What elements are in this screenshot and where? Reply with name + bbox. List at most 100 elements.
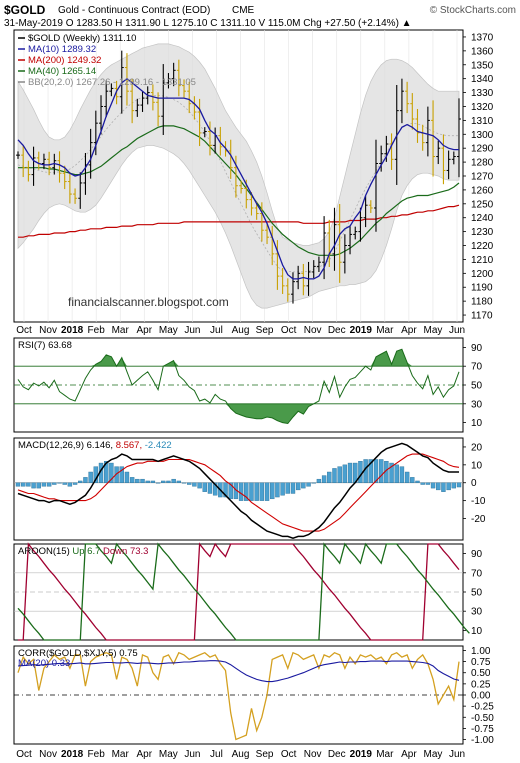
macd-histogram-bar (295, 482, 301, 491)
macd-histogram-bar (316, 478, 322, 483)
corr-legend-item: CORR($GOLD,$XJY,5) 0.75 (18, 648, 138, 659)
macd-histogram-bar (264, 482, 270, 501)
aroon-axis-tick-label: 70 (471, 568, 483, 579)
x-axis-top-label: Jun (449, 325, 465, 336)
macd-histogram-bar (238, 482, 244, 501)
x-axis-bottom-label: Jun (449, 749, 465, 760)
price-legend-item: MA(40) 1265.14 (28, 66, 96, 77)
macd-histogram-bar (20, 482, 26, 487)
aroon-axis-tick-label: 50 (471, 588, 483, 599)
price-axis-tick-label: 1180 (471, 297, 493, 308)
macd-histogram-bar (62, 482, 67, 485)
x-axis-top-label: May (423, 325, 442, 336)
aroon-up-line (17, 542, 470, 641)
x-axis-top-label: 2018 (61, 325, 84, 336)
ma10-line (17, 77, 459, 280)
macd-signal-line (17, 453, 460, 532)
macd-histogram-bar (436, 482, 441, 491)
rsi-axis-tick-label: 30 (471, 399, 483, 410)
price-axis-tick-label: 1250 (471, 199, 494, 210)
macd-histogram-bar (103, 461, 109, 483)
corr-axis-tick-label: 0.75 (471, 657, 491, 668)
x-axis-bottom-label: Nov (39, 749, 57, 760)
macd-histogram-bar (192, 482, 197, 487)
x-axis-top-label: Nov (304, 325, 322, 336)
macd-histogram-bar (135, 478, 140, 483)
x-axis-bottom-label: Oct (16, 749, 32, 760)
macd-legend: MACD(12,26,9) 6.146, 8.567, -2.422 (18, 440, 172, 451)
macd-panel-frame (13, 437, 464, 541)
macd-legend-item: 8.567, (116, 440, 145, 451)
x-axis-top-label: Nov (39, 325, 57, 336)
brand-label: © StockCharts.com (430, 5, 516, 16)
macd-legend-item: -2.422 (145, 440, 172, 451)
x-axis-bottom-label: Apr (401, 749, 417, 760)
macd-histogram-bar (72, 482, 78, 485)
macd-histogram-bar (301, 482, 306, 489)
x-axis-top-label: Jun (184, 325, 200, 336)
macd-histogram-bar (311, 482, 316, 484)
macd-histogram-bar (249, 482, 254, 501)
macd-histogram-bar (358, 461, 363, 483)
macd-histogram-bar (254, 482, 259, 501)
macd-histogram-bar (415, 480, 420, 483)
macd-histogram-bar (187, 482, 192, 485)
price-axis-tick-label: 1310 (471, 116, 494, 127)
x-axis-top-label: Sep (256, 325, 274, 336)
macd-axis-tick-label: -20 (471, 514, 486, 525)
corr-axis-tick-label: -0.75 (471, 724, 494, 735)
x-axis-bottom-label: 2018 (61, 749, 84, 760)
price-legend-item: MA(200) 1249.32 (28, 55, 101, 66)
macd-histogram-bar (145, 480, 150, 483)
bollinger-middle (17, 95, 459, 273)
macd-histogram-bar (223, 482, 228, 498)
macd-histogram-bar (119, 466, 124, 483)
corr-axis-tick-label: -1.00 (471, 735, 494, 746)
ma40-line (18, 125, 460, 256)
macd-histogram-bar (140, 478, 145, 483)
price-axis-tick-label: 1240 (471, 213, 494, 224)
macd-histogram-bar (124, 471, 130, 483)
macd-histogram-bar (41, 482, 47, 487)
rsi-axis-tick-label: 90 (471, 343, 483, 354)
macd-legend-item: MACD(12,26,9) 6.146, (18, 440, 116, 451)
aroon-axis-tick-label: 30 (471, 607, 483, 618)
price-axis-tick-label: 1200 (471, 269, 494, 280)
price-axis-tick-label: 1330 (471, 88, 494, 99)
macd-histogram-bar (321, 475, 327, 483)
x-axis-top-label: May (159, 325, 178, 336)
rsi-line (17, 348, 460, 425)
x-axis-top-label: Oct (281, 325, 297, 336)
macd-axis-tick-label: 10 (471, 460, 483, 471)
x-axis-bottom-label: 2019 (350, 749, 373, 760)
aroon-axis-tick-label: 10 (471, 626, 483, 637)
price-axis-tick-label: 1230 (471, 227, 494, 238)
x-axis-top-label: Oct (16, 325, 32, 336)
macd-axis-tick-label: 0 (471, 478, 477, 489)
x-axis-bottom-label: May (423, 749, 442, 760)
corr-axis-tick-label: 1.00 (471, 646, 491, 657)
x-axis-bottom-label: Mar (376, 749, 394, 760)
macd-histogram-bar (228, 482, 233, 500)
x-axis-bottom-label: Mar (112, 749, 130, 760)
macd-histogram-bar (36, 482, 41, 489)
x-axis-top-label: 2019 (350, 325, 373, 336)
macd-histogram-bar (57, 482, 62, 484)
macd-histogram-bar (52, 482, 57, 485)
corr-axis-tick-label: -0.50 (471, 713, 494, 724)
macd-line (17, 442, 459, 539)
macd-histogram-bar (306, 482, 311, 487)
aroon-legend-item: AROON(15) (18, 546, 72, 557)
corr-axis-tick-label: 0.00 (471, 691, 491, 702)
macd-histogram-bar (410, 477, 415, 483)
macd-histogram-bar (368, 459, 373, 483)
aroon-axis-tick-label: 90 (471, 549, 483, 560)
macd-histogram-bar (46, 482, 52, 487)
x-axis-top-label: Jul (210, 325, 223, 336)
macd-histogram-bar (88, 471, 93, 483)
price-legend-item: MA(10) 1289.32 (28, 44, 96, 55)
macd-histogram-bar (285, 482, 290, 494)
macd-histogram-bar (207, 482, 213, 494)
price-axis-tick-label: 1340 (471, 74, 494, 85)
